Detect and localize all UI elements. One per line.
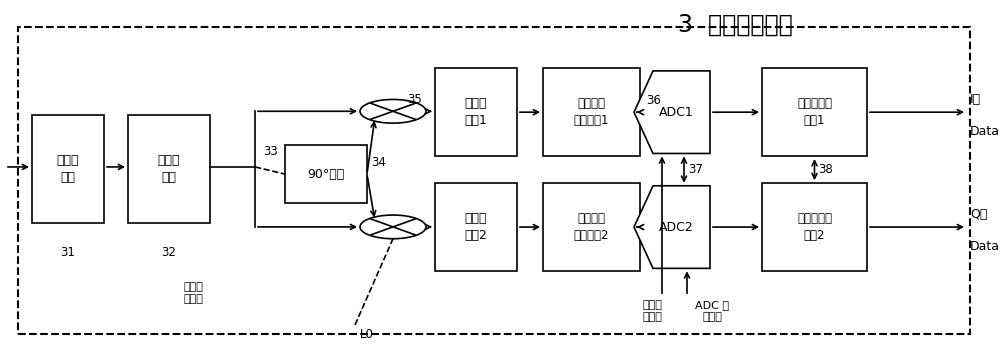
Bar	[285, 145, 367, 203]
Text: 36: 36	[646, 94, 661, 107]
Circle shape	[360, 215, 426, 239]
Text: 32: 32	[162, 246, 176, 259]
Text: 中频放
大器1: 中频放 大器1	[465, 97, 487, 127]
Text: 时钟产
生模块: 时钟产 生模块	[642, 300, 662, 322]
Bar	[762, 68, 867, 156]
Text: 数字抽取滤
波器1: 数字抽取滤 波器1	[797, 97, 832, 127]
Bar	[543, 68, 640, 156]
Text: 34: 34	[371, 156, 386, 169]
Text: 第二低
噪放: 第二低 噪放	[57, 154, 79, 184]
Text: 35: 35	[408, 93, 422, 106]
Bar	[435, 68, 517, 156]
Bar	[18, 27, 970, 334]
Text: ADC 采
样时钟: ADC 采 样时钟	[695, 300, 729, 322]
Text: Data: Data	[970, 125, 1000, 139]
Bar	[128, 115, 210, 223]
Bar	[32, 115, 104, 223]
Bar	[762, 183, 867, 271]
Text: 接收功
分器: 接收功 分器	[158, 154, 180, 184]
Text: 数字抽取滤
波器2: 数字抽取滤 波器2	[797, 212, 832, 242]
Text: 90°移相: 90°移相	[307, 168, 345, 181]
Text: 38: 38	[818, 163, 833, 176]
Text: 37: 37	[688, 163, 703, 176]
Polygon shape	[634, 186, 710, 269]
Bar	[435, 183, 517, 271]
Text: 低通可调
谐滤波器2: 低通可调 谐滤波器2	[574, 212, 609, 242]
Text: L0: L0	[360, 328, 374, 341]
Text: Data: Data	[970, 240, 1000, 253]
Text: 33: 33	[263, 145, 278, 158]
Text: 31: 31	[61, 246, 75, 259]
Text: 低通可调
谐滤波器1: 低通可调 谐滤波器1	[574, 97, 609, 127]
Text: 时钟产
生模块: 时钟产 生模块	[183, 282, 203, 304]
Text: 中频放
大器2: 中频放 大器2	[465, 212, 487, 242]
Text: Q路: Q路	[970, 208, 987, 221]
Text: ADC2: ADC2	[658, 220, 693, 234]
Text: 3  射频捷变模块: 3 射频捷变模块	[678, 13, 792, 37]
Circle shape	[360, 99, 426, 123]
Bar	[543, 183, 640, 271]
Polygon shape	[634, 71, 710, 154]
Text: I路: I路	[970, 93, 981, 106]
Text: ADC1: ADC1	[658, 106, 693, 119]
